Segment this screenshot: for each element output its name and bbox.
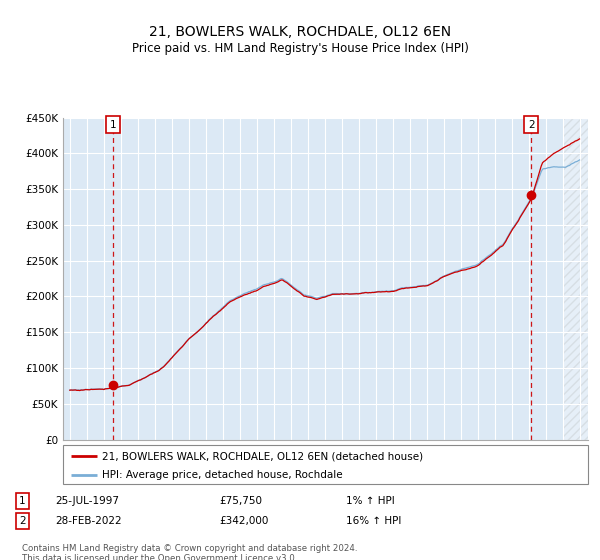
Text: £342,000: £342,000 [220, 516, 269, 526]
Text: £75,750: £75,750 [220, 496, 262, 506]
Text: 1% ↑ HPI: 1% ↑ HPI [346, 496, 395, 506]
Text: 1: 1 [110, 120, 116, 130]
FancyBboxPatch shape [63, 445, 588, 484]
Text: 21, BOWLERS WALK, ROCHDALE, OL12 6EN: 21, BOWLERS WALK, ROCHDALE, OL12 6EN [149, 25, 451, 39]
Text: 25-JUL-1997: 25-JUL-1997 [55, 496, 119, 506]
Bar [563, 82, 590, 440]
Text: 21, BOWLERS WALK, ROCHDALE, OL12 6EN (detached house): 21, BOWLERS WALK, ROCHDALE, OL12 6EN (de… [103, 451, 424, 461]
Text: Price paid vs. HM Land Registry's House Price Index (HPI): Price paid vs. HM Land Registry's House … [131, 42, 469, 55]
Text: HPI: Average price, detached house, Rochdale: HPI: Average price, detached house, Roch… [103, 470, 343, 479]
Text: 16% ↑ HPI: 16% ↑ HPI [346, 516, 401, 526]
Text: 28-FEB-2022: 28-FEB-2022 [55, 516, 122, 526]
Text: 1: 1 [19, 496, 26, 506]
Bar [563, 82, 590, 440]
Text: Contains HM Land Registry data © Crown copyright and database right 2024.
This d: Contains HM Land Registry data © Crown c… [22, 544, 358, 560]
Text: 2: 2 [19, 516, 26, 526]
Text: 2: 2 [528, 120, 535, 130]
